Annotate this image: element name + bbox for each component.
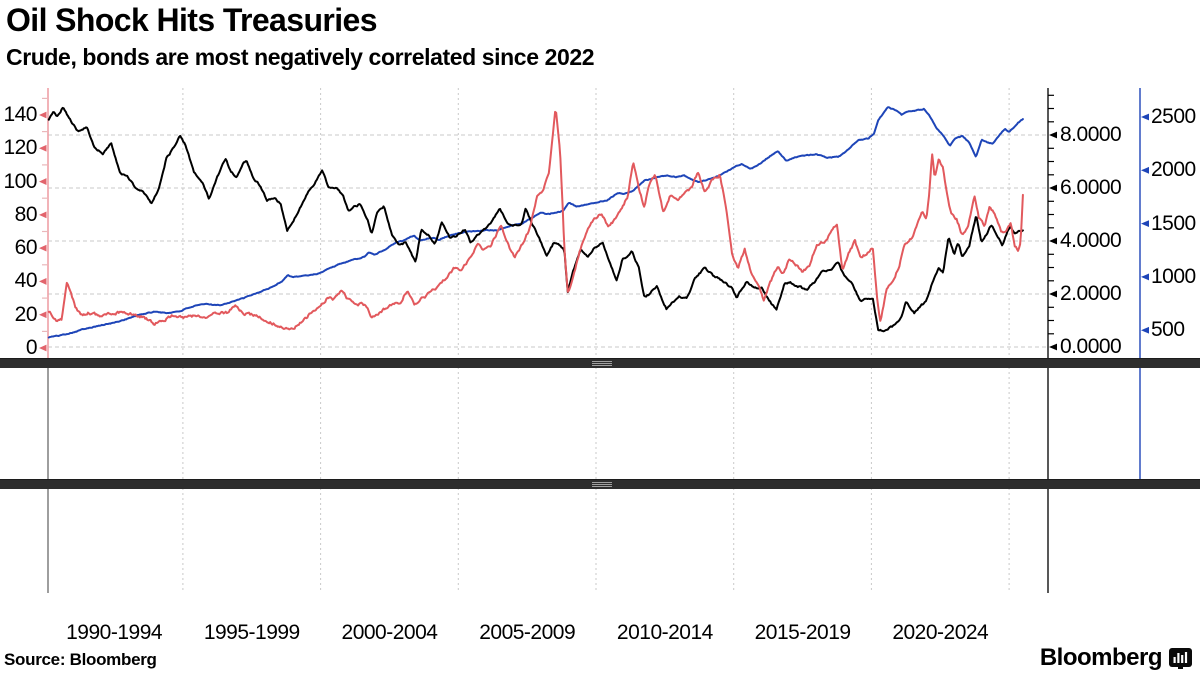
divider-grip-icon[interactable] <box>592 361 612 366</box>
left-axis-tick-label: 20 <box>14 302 38 326</box>
index-axis-tick-label: 2000 <box>1151 158 1196 182</box>
left-axis-tick-label: 120 <box>3 136 37 160</box>
x-axis-tick-label: 2010-2014 <box>616 621 713 644</box>
treasury-index-line <box>47 106 1024 339</box>
chart-subtitle: Crude, bonds are most negatively correla… <box>6 44 595 70</box>
index-axis-tick-label: 2500 <box>1151 105 1196 128</box>
left-axis-tick-label: 140 <box>3 102 37 126</box>
crude-oil-price-line <box>47 110 1024 331</box>
yield-axis-tick-label: 8.0000 <box>1060 123 1122 146</box>
index-axis-tick-label: 1000 <box>1151 264 1196 288</box>
left-axis-tick-label: 80 <box>14 202 38 226</box>
x-axis-tick-label: 2000-2004 <box>341 621 438 644</box>
treasury-10y-yield-line <box>47 106 1024 333</box>
bloomberg-terminal-icon <box>1169 647 1192 669</box>
panel-divider-lower[interactable] <box>0 479 1200 489</box>
chart-title: Oil Shock Hits Treasuries <box>6 2 378 38</box>
left-axis-tick-label: 60 <box>14 236 38 260</box>
bloomberg-logo: Bloomberg <box>1040 644 1192 672</box>
yield-axis-tick-label: 4.0000 <box>1060 229 1122 252</box>
x-axis-tick-label: 1990-1994 <box>66 621 163 644</box>
bloomberg-wordmark: Bloomberg <box>1039 644 1163 671</box>
left-axis-tick-label: 100 <box>3 169 37 193</box>
index-axis-tick-label: 1500 <box>1151 211 1196 235</box>
index-axis-tick-label: 500 <box>1151 318 1185 342</box>
divider-grip-icon[interactable] <box>592 482 612 487</box>
panel-divider-upper[interactable] <box>0 358 1200 368</box>
left-axis-tick-label: 40 <box>14 269 38 293</box>
x-axis-tick-label: 1995-1999 <box>203 621 300 644</box>
yield-axis-tick-label: 6.0000 <box>1060 176 1122 199</box>
x-axis-tick-label: 2015-2019 <box>754 621 851 644</box>
yield-axis-tick-label: 2.0000 <box>1060 282 1122 305</box>
x-axis-tick-label: 2020-2024 <box>892 621 989 644</box>
left-axis-tick-label: 0 <box>25 336 38 359</box>
source-label: Source: Bloomberg <box>4 650 157 669</box>
yield-axis-tick-label: 0.0000 <box>1060 335 1122 358</box>
x-axis-tick-label: 2005-2009 <box>479 621 576 644</box>
